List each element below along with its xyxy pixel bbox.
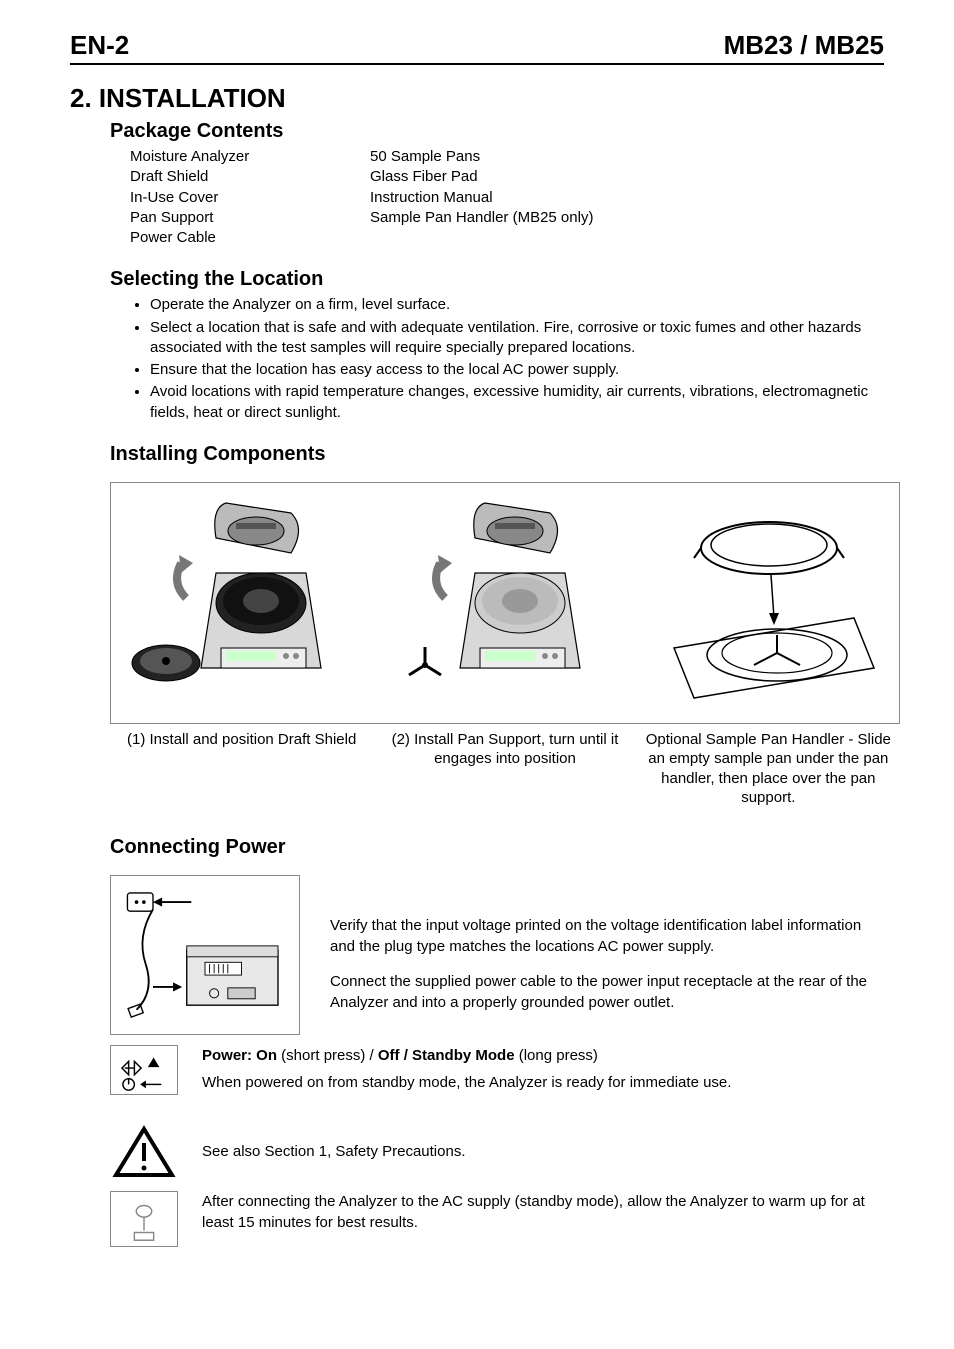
warning-text: See also Section 1, Safety Precautions. [202, 1125, 884, 1168]
figure-pan-handler [639, 493, 889, 713]
power-para: Verify that the input voltage printed on… [330, 915, 884, 957]
model-number: MB23 / MB25 [724, 30, 884, 61]
bullet-item: Ensure that the location has easy access… [150, 360, 884, 380]
power-off-label: Off / Standby Mode [378, 1047, 515, 1064]
pkg-item: In-Use Cover [130, 188, 370, 208]
package-contents-list: Moisture Analyzer Draft Shield In-Use Co… [70, 147, 884, 248]
pkg-item: Sample Pan Handler (MB25 only) [370, 208, 884, 228]
caption: (1) Install and position Draft Shield [110, 730, 373, 808]
subsection-installing-components: Installing Components [70, 443, 884, 466]
pkg-item: Draft Shield [130, 167, 370, 187]
location-bullets: Operate the Analyzer on a firm, level su… [70, 295, 884, 423]
subsection-package-contents: Package Contents [70, 120, 884, 143]
bullet-item: Avoid locations with rapid temperature c… [150, 382, 884, 423]
caption: (2) Install Pan Support, turn until it e… [373, 730, 636, 808]
warmup-note: After connecting the Analyzer to the AC … [202, 1191, 884, 1233]
thermometer-icon [110, 1191, 178, 1247]
power-on-label: Power: On [202, 1047, 277, 1064]
pkg-item: Moisture Analyzer [130, 147, 370, 167]
section-title: 2. INSTALLATION [70, 83, 884, 114]
pkg-item: 50 Sample Pans [370, 147, 884, 167]
warmup-text: After connecting the Analyzer to the AC … [202, 1191, 884, 1239]
caption: Optional Sample Pan Handler - Slide an e… [637, 730, 900, 808]
subsection-connecting-power: Connecting Power [70, 836, 884, 859]
figure-captions: (1) Install and position Draft Shield (2… [110, 730, 900, 808]
figure-draft-shield [121, 493, 371, 713]
subsection-selecting-location: Selecting the Location [70, 268, 884, 291]
power-para: Connect the supplied power cable to the … [330, 971, 884, 1013]
figure-power-connection [110, 875, 300, 1035]
pkg-item: Instruction Manual [370, 188, 884, 208]
page-number: EN-2 [70, 30, 129, 61]
page-header: EN-2 MB23 / MB25 [70, 30, 884, 65]
bullet-item: Operate the Analyzer on a firm, level su… [150, 295, 884, 315]
component-figures [110, 482, 900, 724]
bullet-item: Select a location that is safe and with … [150, 318, 884, 359]
warning-note: See also Section 1, Safety Precautions. [202, 1141, 884, 1162]
power-button-row: Power: On (short press) / Off / Standby … [110, 1045, 884, 1099]
text: (long press) [515, 1047, 598, 1064]
warning-icon [110, 1125, 178, 1181]
figure-pan-support [380, 493, 630, 713]
pkg-item: Glass Fiber Pad [370, 167, 884, 187]
text: (short press) / [277, 1047, 378, 1064]
power-button-text: Power: On (short press) / Off / Standby … [202, 1045, 884, 1099]
pkg-item: Pan Support [130, 208, 370, 228]
warning-row: See also Section 1, Safety Precautions. [110, 1125, 884, 1181]
pkg-item: Power Cable [130, 228, 370, 248]
power-text: Verify that the input voltage printed on… [330, 875, 884, 1035]
warmup-row: After connecting the Analyzer to the AC … [110, 1191, 884, 1247]
power-standby-note: When powered on from standby mode, the A… [202, 1072, 884, 1093]
power-button-icon [110, 1045, 178, 1095]
power-block: Verify that the input voltage printed on… [110, 875, 884, 1035]
